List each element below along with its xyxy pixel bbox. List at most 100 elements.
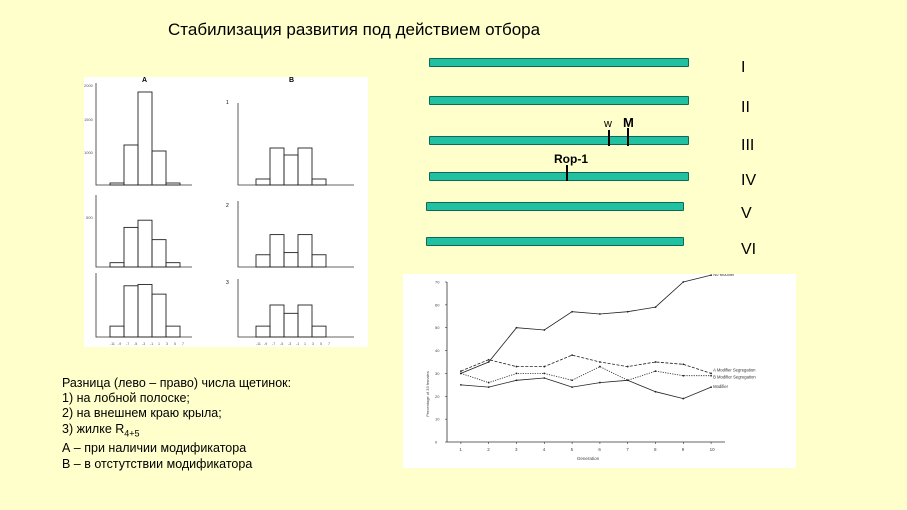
chromosome-label-4: IV	[741, 172, 757, 189]
line-chart-point-3-3	[515, 372, 518, 375]
gene-marker-m	[627, 128, 629, 146]
hist-xtick-b: -3	[288, 342, 291, 346]
hist-ytick-2000: 2000	[84, 83, 94, 88]
slide-title: Стабилизация развития под действием отбо…	[168, 20, 541, 39]
hist-xtick-a: 7	[182, 342, 184, 346]
hist-bar-b-1-3	[283, 154, 299, 186]
line-chart-ytick-label: 0	[435, 440, 438, 445]
line-chart-ytick-label: 20	[435, 394, 440, 399]
line-chart-legend-1: No Modifier	[713, 274, 735, 277]
line-chart-point-3-10	[710, 374, 712, 377]
line-chart-xtick-label: 7	[626, 447, 629, 452]
line-chart-point-2-7	[626, 365, 629, 368]
gene-label-w: w	[604, 118, 612, 130]
gene-label-m: M	[623, 115, 634, 130]
line-chart-ytick-label: 40	[435, 348, 440, 353]
line-chart-series-2	[460, 354, 712, 374]
hist-xtick-a: 3	[166, 342, 168, 346]
hist-xtick-a: -1	[150, 342, 153, 346]
line-chart-point-3-5	[571, 379, 573, 382]
hist-bar-b-1-1	[255, 178, 271, 186]
line-chart-point-2-3	[515, 365, 518, 368]
line-chart-point-3-1	[460, 372, 462, 375]
line-chart-legend-4: Modifier	[713, 384, 728, 389]
gene-marker-w	[608, 130, 610, 146]
line-chart-point-4-5	[571, 386, 573, 389]
line-chart-point-4-10	[710, 386, 712, 389]
chromosome-label-1: I	[741, 59, 746, 76]
caption-item-3-text: 3) жилке R	[62, 421, 125, 436]
line-chart-point-4-2	[487, 386, 490, 389]
line-chart-point-2-5	[571, 354, 573, 357]
line-chart-xtick-label: 5	[571, 447, 574, 452]
line-chart-series-4	[460, 377, 712, 400]
line-chart-svg: 0 10 20 30 40 50 60 70 1 2 3 4 5 6 7 8 9 10 Percentage o…	[425, 272, 756, 461]
hist-xtick-a: -5	[134, 342, 137, 346]
hist-bar-b-3-5	[311, 325, 327, 338]
line-chart-xtick-label: 8	[654, 447, 657, 452]
line-chart-point-3-8	[654, 370, 657, 373]
hist-xtick-a: -3	[142, 342, 145, 346]
hist-xtick-b: -7	[272, 342, 275, 346]
line-chart-ylabel: Percentage of 33 females	[425, 371, 430, 417]
hist-bar-a-3-3	[137, 284, 153, 338]
line-chart-point-2-2	[487, 358, 490, 361]
hist-bar-b-1-5	[311, 178, 327, 186]
hist-bar-a-1-5	[165, 182, 181, 186]
hist-bar-a-1-1	[109, 182, 125, 186]
line-chart-ytick-label: 10	[435, 417, 440, 422]
hist-xtick-b: -11	[256, 342, 261, 346]
hist-bar-a-1-3	[137, 91, 153, 186]
line-chart-ytick-label: 30	[435, 371, 440, 376]
caption: Разница (лево – право) числа щетинок: 1)…	[62, 376, 291, 472]
hist-bar-b-3-2	[269, 304, 285, 338]
hist-bar-a-1-2	[123, 144, 139, 186]
line-chart-xtick-label: 2	[487, 447, 490, 452]
hist-xtick-a: -9	[118, 342, 121, 346]
line-chart-ytick-label: 70	[435, 280, 440, 285]
line-chart-ytick-label: 50	[435, 325, 440, 330]
hist-bar-a-2-5	[165, 262, 181, 268]
hist-xtick-b: 5	[320, 342, 322, 346]
line-chart-xtick-label: 10	[710, 447, 716, 452]
hist-bar-b-3-3	[283, 312, 299, 338]
line-chart-point-1-6	[599, 313, 601, 315]
hist-bar-a-3-1	[109, 325, 125, 338]
histogram-svg: A B 1 2 3 2000 1500 1000 500 -11 -11-9 -9-…	[84, 77, 354, 346]
caption-line-b: В – в отстутствии модификатора	[62, 456, 253, 471]
line-chart-xtick-label: 4	[543, 447, 546, 452]
line-chart-point-1-3	[515, 326, 518, 329]
caption-line-a: А – при наличии модификатора	[62, 441, 247, 456]
line-chart-point-4-4	[543, 377, 546, 379]
hist-bar-b-1-4	[297, 147, 313, 186]
chromosome-bar-1	[429, 58, 689, 67]
hist-row-label-3: 3	[226, 280, 229, 286]
hist-row-label-2: 2	[226, 203, 229, 209]
line-chart-ytick-label: 60	[435, 302, 440, 307]
line-chart-point-1-2	[487, 361, 490, 363]
hist-xtick-a: -11	[110, 342, 115, 346]
chromosome-bar-5	[426, 202, 684, 211]
line-chart-legend-3: B Modifier Segregation	[713, 375, 756, 380]
hist-xtick-b: -5	[280, 342, 283, 346]
caption-intro: Разница (лево – право) числа щетинок:	[62, 376, 292, 390]
line-chart-point-4-9	[682, 397, 685, 400]
hist-bar-b-2-5	[311, 254, 327, 268]
hist-bar-b-2-3	[283, 252, 299, 268]
hist-xtick-b: -9	[264, 342, 267, 346]
line-chart-xtick-label: 1	[459, 447, 462, 452]
caption-item-1: 1) на лобной полоске;	[62, 391, 190, 406]
histogram-figure: A B 1 2 3 2000 1500 1000 500 -11 -11 -9 -9-…	[84, 77, 368, 347]
line-chart-point-2-10	[710, 372, 712, 375]
line-chart-legend-2: A Modifier Segregation	[713, 367, 756, 372]
hist-xtick-b: 1	[304, 342, 306, 346]
caption-item-3: 3) жилке R4+5	[62, 422, 291, 442]
line-chart-point-1-4	[543, 329, 546, 331]
line-chart-point-3-4	[543, 372, 546, 375]
hist-ytick-1500: 1500	[84, 117, 94, 122]
line-chart-point-3-9	[682, 374, 685, 377]
line-chart-series-1	[460, 274, 712, 374]
hist-bar-a-3-4	[151, 293, 167, 338]
line-chart-point-3-6	[599, 365, 601, 368]
hist-bar-a-2-3	[137, 219, 153, 268]
